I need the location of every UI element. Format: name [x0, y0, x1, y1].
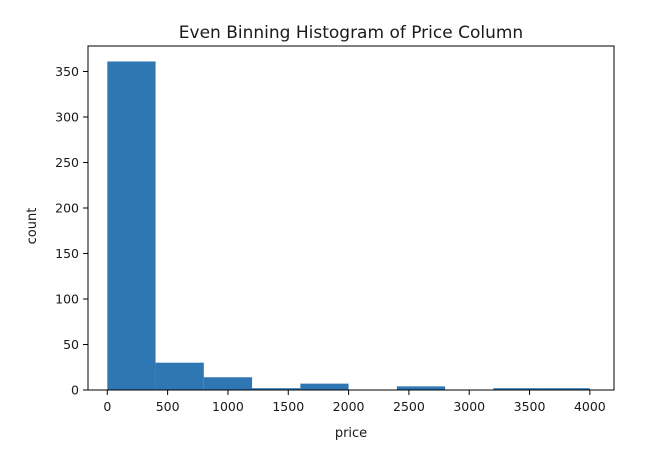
y-tick-label-3: 150 [55, 246, 79, 261]
y-axis-label: count [25, 208, 40, 245]
chart-title: Even Binning Histogram of Price Column [179, 23, 523, 43]
y-tick-label-4: 200 [55, 200, 79, 215]
x-tick-label-6: 3000 [453, 399, 485, 414]
histogram-bar-9 [541, 388, 590, 390]
y-tick-label-7: 350 [55, 64, 79, 79]
y-tick-label-5: 250 [55, 155, 79, 170]
y-axis-ticks: 0 50 100 150 200 250 300 350 [55, 64, 88, 398]
histogram-bar-2 [203, 377, 253, 390]
histogram-bar-0 [107, 61, 156, 391]
histogram-bar-6 [396, 386, 446, 390]
y-tick-label-6: 300 [55, 109, 79, 124]
x-tick-label-0: 0 [103, 399, 111, 414]
histogram-bar-3 [252, 388, 301, 390]
x-tick-label-8: 4000 [574, 399, 606, 414]
bars-group [107, 61, 590, 391]
y-tick-label-1: 50 [63, 337, 79, 352]
x-tick-label-2: 1000 [212, 399, 244, 414]
histogram-bar-1 [155, 362, 204, 390]
histogram-bar-8 [493, 388, 542, 390]
x-tick-label-4: 2000 [333, 399, 365, 414]
x-tick-label-5: 2500 [393, 399, 425, 414]
plot-frame [87, 45, 615, 391]
x-axis-ticks: 0 500 1000 1500 2000 2500 3000 3500 4000 [103, 390, 606, 414]
y-tick-label-2: 100 [55, 291, 79, 306]
x-tick-label-7: 3500 [514, 399, 546, 414]
histogram-bar-4 [300, 383, 349, 390]
x-tick-label-1: 500 [156, 399, 180, 414]
x-axis-label: price [335, 426, 367, 441]
y-tick-label-0: 0 [71, 383, 79, 398]
x-tick-label-3: 1500 [272, 399, 304, 414]
